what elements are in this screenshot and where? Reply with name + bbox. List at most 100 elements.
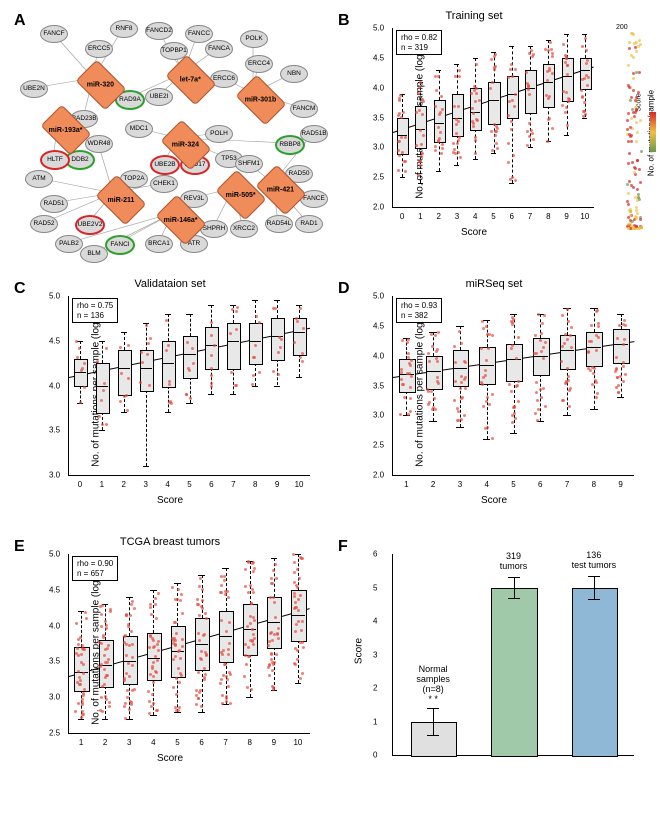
panel-c: C Validataion set No. of mutations per s… <box>10 278 326 528</box>
panel-f-label: F <box>338 538 348 556</box>
chart-b-stats: rho = 0.82 n = 319 <box>396 30 442 55</box>
ytick: 2 <box>373 684 377 693</box>
chart-b-xlabel: Score <box>344 227 604 238</box>
ytick: 5.0 <box>49 292 60 301</box>
xtick: 8 <box>253 480 257 489</box>
gene-node: RNF8 <box>110 20 138 38</box>
gene-node: RAD52 <box>30 215 58 233</box>
xtick: 2 <box>431 480 435 489</box>
xtick: 6 <box>209 480 213 489</box>
ytick: 3.5 <box>373 381 384 390</box>
ytick: 3.0 <box>49 693 60 702</box>
ytick: 4.0 <box>373 351 384 360</box>
gene-node: POLH <box>205 125 233 143</box>
gene-node: XRCC2 <box>230 220 258 238</box>
chart-d: miRSeq set No. of mutations per sample (… <box>344 278 644 508</box>
gene-node: RAD51 <box>40 195 68 213</box>
xtick: 6 <box>538 480 542 489</box>
box <box>140 350 154 392</box>
ytick: 3.0 <box>373 143 384 152</box>
chart-b-rho: rho = 0.82 <box>401 33 437 43</box>
ytick: 2.0 <box>373 471 384 480</box>
ytick: 4.0 <box>373 83 384 92</box>
xtick: 1 <box>404 480 408 489</box>
chart-b-strip: No. of mutations/sample Score 200 <box>618 28 658 238</box>
gene-node: CHEK1 <box>150 175 178 193</box>
ytick: 3.5 <box>49 657 60 666</box>
ytick: 5.0 <box>373 292 384 301</box>
gene-node: MDC1 <box>125 120 153 138</box>
ytick: 6 <box>373 550 377 559</box>
panel-e: E TCGA breast tumors No. of mutations pe… <box>10 536 326 796</box>
gene-node: RAD1 <box>295 215 323 233</box>
box <box>507 76 519 120</box>
ytick: 3.5 <box>373 113 384 122</box>
gene-node: FANCM <box>290 100 318 118</box>
bar-top-label: 319tumors <box>500 551 528 571</box>
panel-d-label: D <box>338 280 350 298</box>
xtick: 5 <box>187 480 191 489</box>
chart-e-xlabel: Score <box>20 753 320 764</box>
gene-node: FANCC <box>185 25 213 43</box>
xtick: 10 <box>293 738 302 747</box>
gene-node: FANCF <box>40 25 68 43</box>
panel-a-label: A <box>14 12 26 30</box>
xtick: 8 <box>592 480 596 489</box>
gene-node: RAD54L <box>265 215 293 233</box>
xtick: 3 <box>455 212 459 221</box>
xtick: 6 <box>510 212 514 221</box>
chart-c-n: n = 136 <box>77 311 113 321</box>
panel-f: F Score 0123456* *Normalsamples(n=8)319t… <box>334 536 650 796</box>
chart-e-n: n = 657 <box>77 569 113 579</box>
chart-b-title: Training set <box>344 10 604 22</box>
xtick: 2 <box>122 480 126 489</box>
gene-node: UBE2I <box>145 88 173 106</box>
panel-b-label: B <box>338 12 350 30</box>
xtick: 0 <box>400 212 404 221</box>
xtick: 10 <box>295 480 304 489</box>
ytick: 2.0 <box>373 203 384 212</box>
ytick: 4.0 <box>49 381 60 390</box>
panel-c-label: C <box>14 280 26 298</box>
bar <box>491 588 537 758</box>
panel-e-label: E <box>14 538 25 556</box>
chart-e-title: TCGA breast tumors <box>20 536 320 548</box>
xtick: 8 <box>546 212 550 221</box>
xtick: 9 <box>618 480 622 489</box>
xtick: 9 <box>272 738 276 747</box>
box <box>506 344 523 382</box>
xtick: 4 <box>151 738 155 747</box>
chart-d-xlabel: Score <box>344 495 644 506</box>
gene-node: UBE2V2 <box>75 215 105 235</box>
xtick: 8 <box>248 738 252 747</box>
chart-e-stats: rho = 0.90 n = 657 <box>72 556 118 581</box>
xtick: 1 <box>79 738 83 747</box>
ytick: 1 <box>373 717 377 726</box>
ytick: 4.0 <box>49 621 60 630</box>
bar-label: Normalsamples(n=8) <box>416 664 450 694</box>
gene-node: UBE2B <box>150 155 180 175</box>
box <box>293 318 307 356</box>
xtick: 7 <box>565 480 569 489</box>
gene-node: PALB2 <box>55 235 83 253</box>
gene-node: ATM <box>25 170 53 188</box>
chart-f: Score 0123456* *Normalsamples(n=8)319tum… <box>344 536 644 766</box>
xtick: 6 <box>199 738 203 747</box>
xtick: 3 <box>127 738 131 747</box>
ytick: 4 <box>373 617 377 626</box>
chart-d-stats: rho = 0.93 n = 382 <box>396 298 442 323</box>
chart-e-rho: rho = 0.90 <box>77 559 113 569</box>
ytick: 5.0 <box>373 24 384 33</box>
network-diagram: FANCFRNF8FANCD2FANCCERCC5TOPBP1FANCAPOLK… <box>10 10 320 260</box>
gene-node: BLM <box>80 245 108 263</box>
bar-top-label: * * <box>428 694 438 704</box>
chart-b-n: n = 319 <box>401 43 437 53</box>
ytick: 2.5 <box>373 173 384 182</box>
xtick: 9 <box>564 212 568 221</box>
chart-c-stats: rho = 0.75 n = 136 <box>72 298 118 323</box>
panel-b: B Training set No. of mutations per samp… <box>334 10 650 270</box>
ytick: 5 <box>373 583 377 592</box>
xtick: 2 <box>103 738 107 747</box>
gene-node: UBE2N <box>20 80 48 98</box>
gene-node: SHFM1 <box>235 155 263 173</box>
